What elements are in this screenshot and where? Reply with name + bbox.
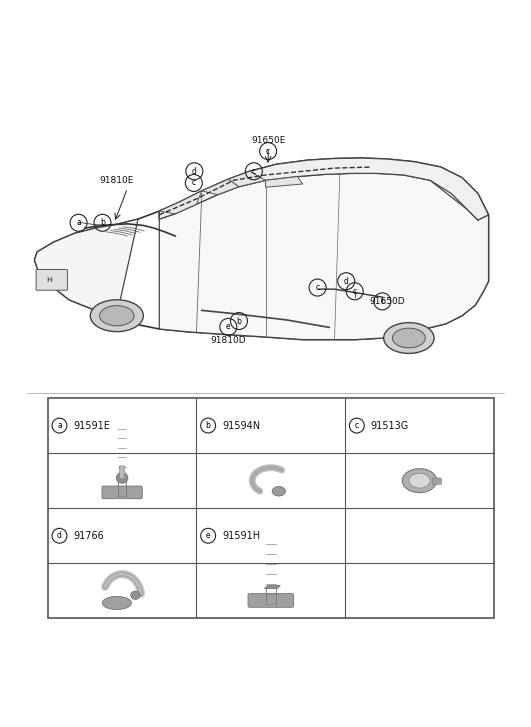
Text: 91594N: 91594N — [222, 420, 260, 430]
Text: c: c — [266, 147, 270, 156]
Ellipse shape — [409, 473, 430, 488]
Text: b: b — [205, 421, 211, 430]
Polygon shape — [202, 180, 239, 195]
Text: c: c — [315, 283, 320, 292]
Polygon shape — [228, 172, 266, 187]
Ellipse shape — [392, 328, 425, 348]
Polygon shape — [264, 585, 280, 589]
Text: a: a — [76, 218, 81, 228]
Text: b: b — [100, 218, 105, 228]
Text: d: d — [57, 531, 62, 540]
Polygon shape — [159, 191, 202, 214]
Ellipse shape — [102, 596, 131, 610]
Text: 91650E: 91650E — [251, 136, 285, 145]
FancyBboxPatch shape — [432, 478, 441, 484]
Text: 91810D: 91810D — [210, 336, 246, 345]
Text: e: e — [206, 531, 210, 540]
Ellipse shape — [402, 469, 436, 493]
Text: c: c — [355, 421, 359, 430]
Text: 91810E: 91810E — [100, 176, 134, 185]
FancyBboxPatch shape — [248, 593, 294, 607]
Ellipse shape — [100, 305, 134, 326]
Text: 91766: 91766 — [73, 531, 104, 541]
Polygon shape — [266, 177, 303, 188]
Text: H: H — [46, 277, 52, 283]
Ellipse shape — [116, 473, 128, 483]
Ellipse shape — [383, 323, 434, 353]
Text: c: c — [252, 166, 256, 176]
Text: 91591E: 91591E — [73, 420, 110, 430]
Polygon shape — [159, 174, 489, 340]
Text: d: d — [192, 166, 197, 176]
FancyBboxPatch shape — [36, 270, 67, 290]
Text: 91591H: 91591H — [222, 531, 260, 541]
FancyBboxPatch shape — [119, 466, 125, 478]
Text: c: c — [353, 286, 357, 296]
Ellipse shape — [272, 486, 286, 496]
Ellipse shape — [131, 591, 140, 600]
Ellipse shape — [90, 300, 143, 332]
Text: 91513G: 91513G — [371, 420, 409, 430]
Text: 91650D: 91650D — [369, 297, 405, 306]
Text: e: e — [226, 322, 230, 332]
FancyBboxPatch shape — [102, 486, 142, 499]
Text: c: c — [380, 297, 384, 306]
Text: c: c — [192, 178, 196, 188]
Text: a: a — [57, 421, 62, 430]
Polygon shape — [159, 158, 489, 220]
Text: d: d — [344, 277, 349, 286]
Polygon shape — [35, 219, 138, 316]
Text: b: b — [236, 316, 242, 326]
